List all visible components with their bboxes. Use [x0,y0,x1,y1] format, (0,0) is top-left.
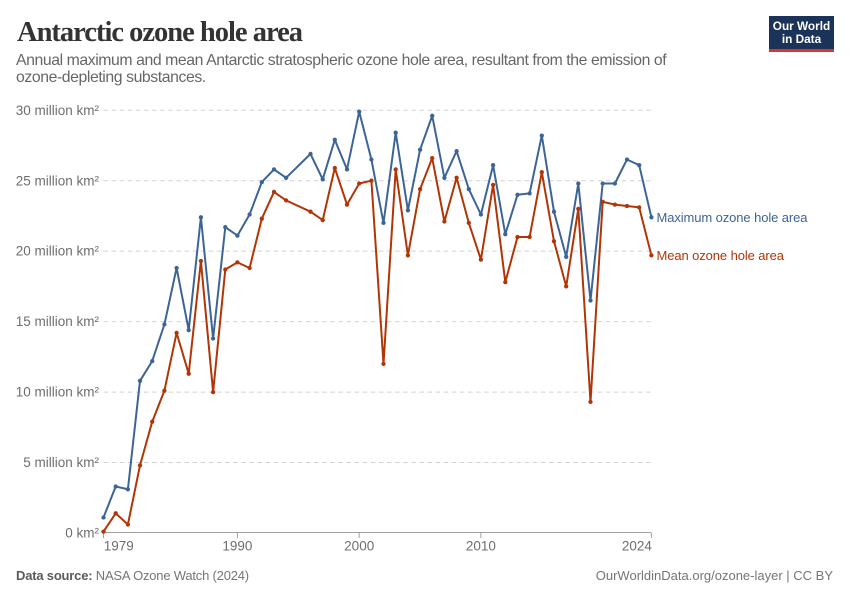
svg-text:5 million km²: 5 million km² [23,455,99,470]
svg-text:Mean ozone hole area: Mean ozone hole area [657,248,785,263]
svg-text:15 million km²: 15 million km² [16,314,100,329]
svg-text:2000: 2000 [344,538,374,553]
svg-text:2010: 2010 [466,538,496,553]
svg-text:20 million km²: 20 million km² [16,244,100,259]
svg-text:1979: 1979 [104,538,134,553]
svg-text:2024: 2024 [622,538,653,553]
svg-text:30 million km²: 30 million km² [16,103,100,118]
svg-text:0 km²: 0 km² [65,526,99,541]
svg-text:10 million km²: 10 million km² [16,385,100,400]
svg-text:1990: 1990 [222,538,252,553]
svg-text:25 million km²: 25 million km² [16,173,100,188]
svg-text:Maximum ozone hole area: Maximum ozone hole area [657,210,809,225]
